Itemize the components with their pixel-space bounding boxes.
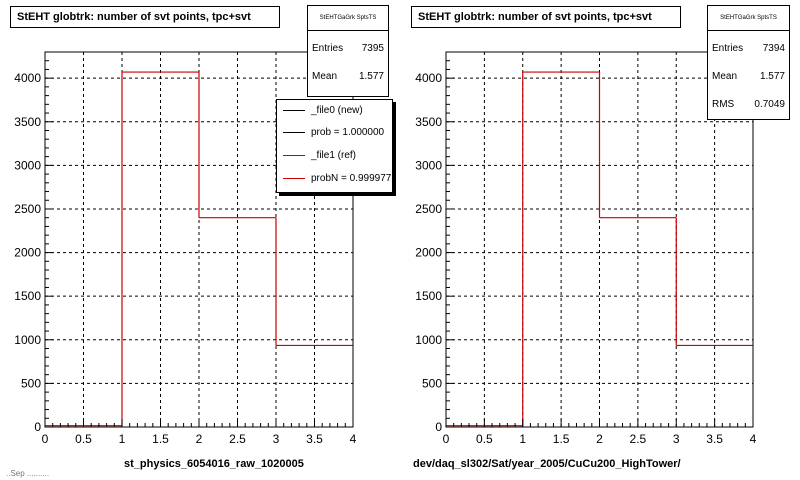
stats-value: 0.7049	[754, 99, 785, 110]
x-tick-label: 1.5	[553, 432, 570, 446]
y-tick-label: 500	[21, 376, 41, 390]
legend-line-red	[283, 155, 305, 156]
footer-filename-left: st_physics_6054016_raw_1020005	[124, 458, 304, 470]
legend-box: _file0 (new) prob = 1.000000 _file1 (ref…	[276, 99, 393, 193]
stats-value: 1.577	[358, 71, 384, 82]
stats-value: 7394	[762, 43, 785, 54]
plot-title-right: StEHT globtrk: number of svt points, tpc…	[411, 6, 681, 28]
y-tick-label: 3000	[415, 158, 442, 172]
y-tick-label: 3500	[14, 115, 41, 129]
stats-label: Mean	[312, 71, 338, 82]
legend-entry-prob: prob = 1.000000	[277, 123, 392, 143]
stats-row-entries: Entries 7394	[712, 42, 785, 56]
x-tick-label: 1.5	[152, 432, 169, 446]
stats-row-mean: Mean 1.577	[312, 70, 384, 84]
legend-entry-probn: probN = 0.999977	[277, 169, 392, 189]
stats-box-left: StEHTGaGrk SptsTS Entries 7395 Mean 1.57…	[307, 5, 389, 97]
legend-line-black	[283, 132, 305, 133]
legend-entry-file0: _file0 (new)	[277, 101, 392, 121]
legend-label: _file0 (new)	[311, 105, 363, 116]
x-tick-label: 2	[196, 432, 203, 446]
y-tick-label: 4000	[14, 71, 41, 85]
stats-row-rms: RMS 0.7049	[712, 98, 785, 112]
plot-title-left: StEHT globtrk: number of svt points, tpc…	[10, 6, 280, 28]
y-tick-label: 1000	[415, 333, 442, 347]
stats-label: Entries	[712, 43, 744, 54]
y-tick-label: 2500	[14, 202, 41, 216]
x-tick-label: 0.5	[75, 432, 92, 446]
corner-timestamp: ..Sep ..........	[6, 469, 50, 478]
legend-label: _file1 (ref)	[311, 150, 357, 161]
y-tick-label: 2000	[415, 246, 442, 260]
footer-filename-right: dev/daq_sl302/Sat/year_2005/CuCu200_High…	[413, 458, 681, 470]
stats-row-mean: Mean 1.577	[712, 70, 785, 84]
x-tick-label: 3	[673, 432, 680, 446]
y-tick-label: 3000	[14, 158, 41, 172]
y-tick-label: 1000	[14, 333, 41, 347]
y-tick-label: 2500	[415, 202, 442, 216]
x-tick-label: 0	[42, 432, 49, 446]
stats-label: Entries	[312, 43, 344, 54]
x-tick-label: 3.5	[306, 432, 323, 446]
x-tick-label: 2.5	[229, 432, 246, 446]
x-tick-label: 4	[350, 432, 357, 446]
y-tick-label: 3500	[415, 115, 442, 129]
y-tick-label: 1500	[14, 289, 41, 303]
stats-label: Mean	[712, 71, 738, 82]
x-tick-label: 2	[596, 432, 603, 446]
stats-label: RMS	[712, 99, 735, 110]
stats-row-entries: Entries 7395	[312, 42, 384, 56]
x-tick-label: 2.5	[630, 432, 647, 446]
x-tick-label: 3	[273, 432, 280, 446]
y-tick-label: 0	[34, 420, 41, 434]
stats-box-right: StEHTGaGrk SptsTS Entries 7394 Mean 1.57…	[707, 5, 790, 120]
histogram-plot-right: 0 0.5 1 1.5 2 2.5 3 3.5 4 0 500 1000 1500 2000 2500 300…	[415, 51, 757, 446]
x-tick-label: 0.5	[476, 432, 493, 446]
legend-line-black	[283, 110, 305, 111]
legend-label: probN = 0.999977	[311, 173, 392, 184]
y-tick-label: 1500	[415, 289, 442, 303]
y-tick-label: 2000	[14, 246, 41, 260]
x-tick-label: 1	[119, 432, 126, 446]
x-tick-label: 1	[519, 432, 526, 446]
y-tick-label: 0	[435, 420, 442, 434]
stats-name: StEHTGaGrk SptsTS	[308, 6, 388, 31]
y-tick-label: 4000	[415, 71, 442, 85]
x-tick-label: 0	[443, 432, 450, 446]
legend-entry-file1: _file1 (ref)	[277, 146, 392, 166]
x-tick-label: 3.5	[706, 432, 723, 446]
y-tick-label: 500	[422, 376, 442, 390]
stats-value: 7395	[361, 43, 384, 54]
legend-label: prob = 1.000000	[311, 127, 385, 138]
stats-name: StEHTGaGrk SptsTS	[708, 6, 789, 31]
legend-line-red	[283, 178, 305, 179]
x-tick-label: 4	[750, 432, 757, 446]
stats-value: 1.577	[759, 71, 785, 82]
